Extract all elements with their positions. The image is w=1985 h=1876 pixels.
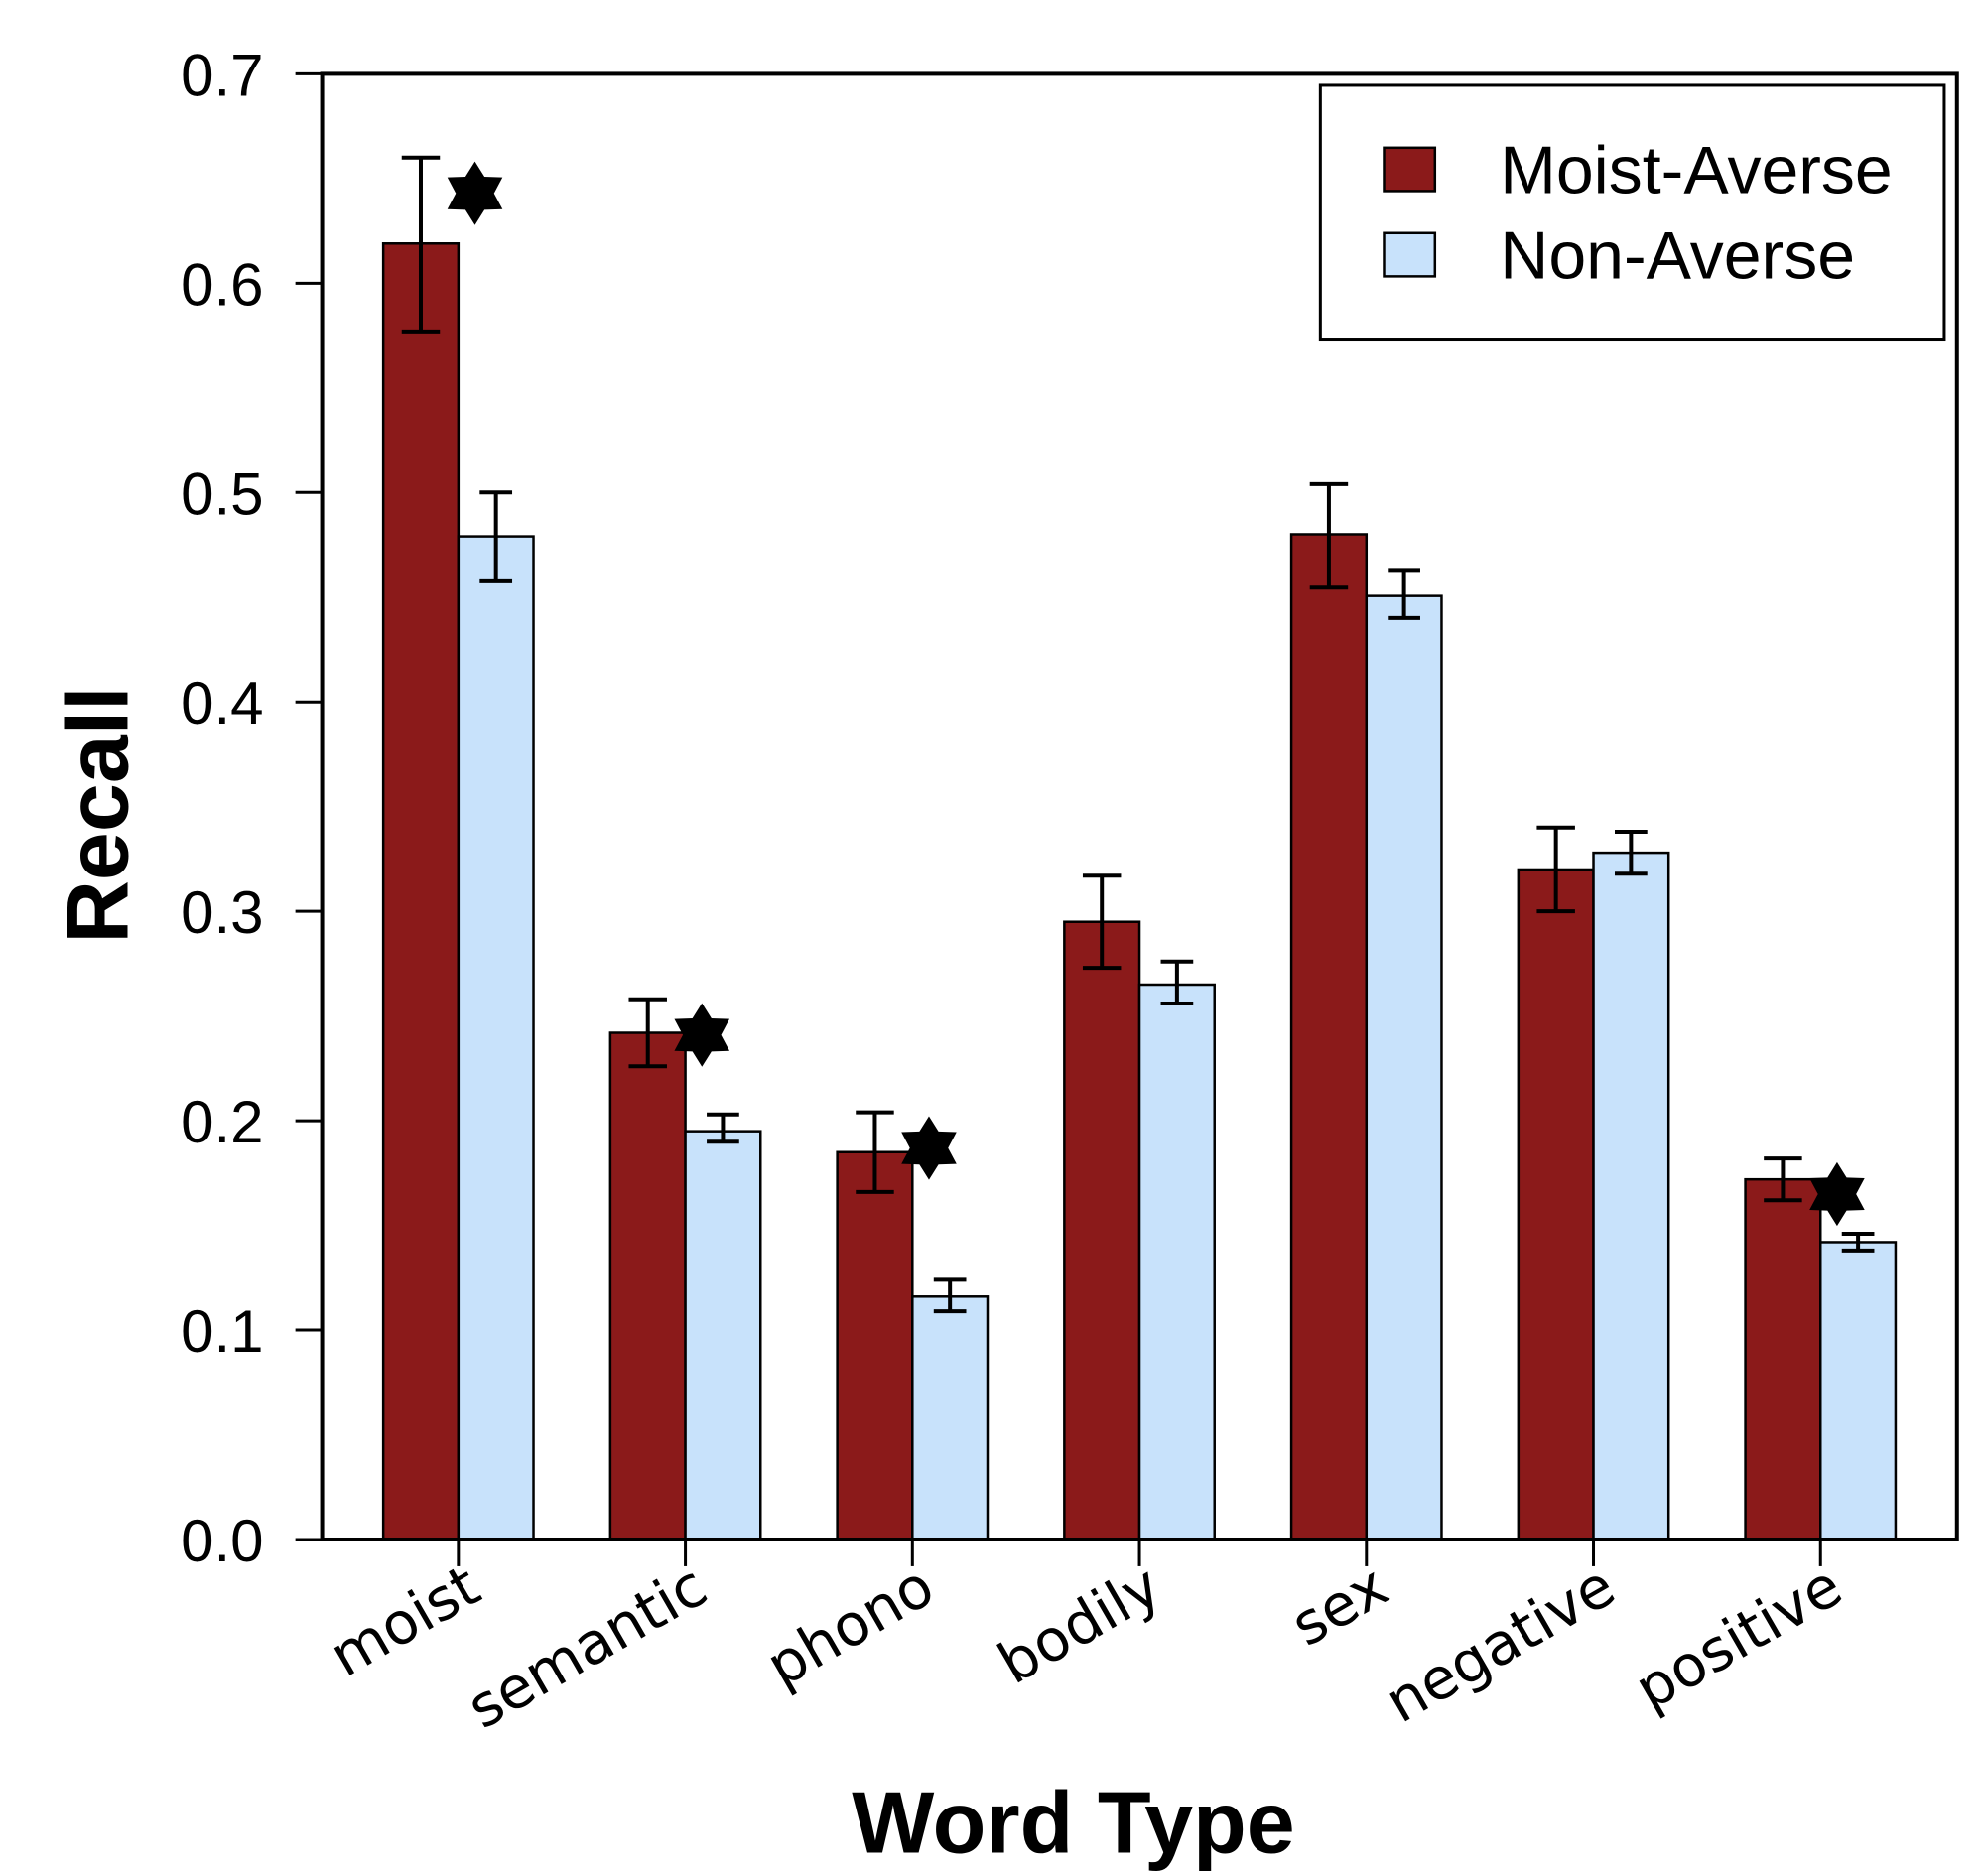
significance-markers [447, 161, 1865, 1227]
legend-label-moist-averse: Moist-Averse [1500, 133, 1893, 208]
error-bar-moist-moist-averse [401, 155, 441, 334]
bar-moist-moist-averse [381, 242, 461, 1541]
x-tick-label-bodily: bodily [988, 1551, 1172, 1697]
legend-swatch-moist-averse [1383, 146, 1437, 193]
error-bar-negative-non-averse [1615, 830, 1648, 876]
significance-star-positive [1809, 1161, 1865, 1227]
bar-semantic-non-averse [684, 1130, 762, 1541]
y-tick-label: 0.0 [181, 1508, 263, 1574]
error-bar-moist-non-averse [479, 490, 513, 583]
error-bar-semantic-non-averse [707, 1112, 739, 1144]
bar-sex-moist-averse [1289, 533, 1369, 1541]
error-bars-group [401, 155, 1875, 1314]
bars-group [381, 242, 1898, 1541]
bar-positive-non-averse [1819, 1241, 1898, 1541]
x-tick-label-phono: phono [755, 1551, 945, 1700]
bar-phono-non-averse [911, 1295, 990, 1541]
x-tick-label-semantic: semantic [456, 1551, 718, 1742]
error-bar-bodily-non-averse [1160, 959, 1194, 1005]
significance-star-moist [447, 161, 503, 225]
plot-frame [320, 71, 1959, 1541]
error-bar-bodily-moist-averse [1082, 873, 1122, 971]
significance-star-semantic [674, 1003, 730, 1067]
bar-bodily-non-averse [1137, 983, 1216, 1541]
y-tick-label: 0.3 [181, 879, 263, 946]
error-bar-semantic-moist-averse [628, 997, 667, 1069]
y-tick-label: 0.6 [181, 251, 263, 318]
x-tick-label-negative: negative [1374, 1551, 1626, 1736]
error-bar-positive-moist-averse [1764, 1156, 1802, 1203]
y-tick-label: 0.1 [181, 1298, 263, 1365]
error-bar-sex-non-averse [1388, 568, 1420, 620]
legend-swatch-non-averse [1383, 231, 1437, 278]
bar-negative-non-averse [1592, 851, 1670, 1541]
x-tick-label-positive: positive [1624, 1551, 1853, 1723]
bar-semantic-moist-averse [608, 1031, 687, 1541]
error-bar-phono-moist-averse [856, 1110, 894, 1194]
bar-positive-moist-averse [1744, 1177, 1822, 1541]
y-axis-title: Recall [48, 686, 146, 943]
significance-star-phono [901, 1116, 957, 1180]
y-tick-label: 0.2 [181, 1089, 263, 1155]
bar-phono-moist-averse [836, 1150, 914, 1541]
bar-negative-moist-averse [1517, 868, 1595, 1541]
legend-label-non-averse: Non-Averse [1500, 218, 1855, 294]
y-tick-label: 0.4 [181, 670, 263, 737]
error-bar-positive-non-averse [1841, 1232, 1875, 1253]
error-bar-phono-non-averse [933, 1277, 967, 1314]
bar-sex-non-averse [1365, 594, 1443, 1541]
y-tick-label: 0.5 [181, 461, 263, 527]
y-tick-label: 0.7 [181, 42, 263, 108]
x-tick-label-sex: sex [1280, 1551, 1399, 1659]
x-axis-title: Word Type [852, 1774, 1295, 1872]
error-bar-negative-moist-averse [1536, 825, 1575, 914]
error-bar-sex-moist-averse [1309, 481, 1349, 590]
y-axis-ticks: 0.0 0.1 0.2 0.3 0.4 0.5 0.6 0.7 [181, 42, 323, 1574]
legend-box [1318, 83, 1946, 342]
legend: Moist-Averse Non-Averse [1318, 83, 1946, 342]
bar-bodily-moist-averse [1063, 920, 1141, 1541]
bar-moist-non-averse [457, 535, 535, 1541]
x-tick-label-moist: moist [319, 1551, 490, 1689]
